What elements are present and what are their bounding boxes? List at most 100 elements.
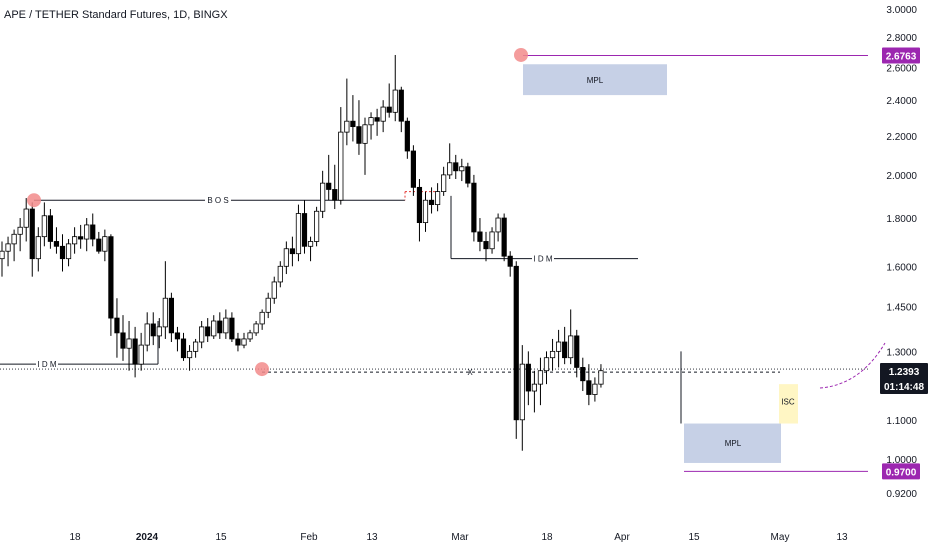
- candle: [186, 345, 193, 371]
- candle-body-up: [211, 320, 217, 337]
- candle-body-up: [362, 124, 368, 144]
- price-tag-label: 0.9700: [886, 467, 917, 478]
- candle: [180, 332, 187, 361]
- candle-body-up: [102, 236, 108, 252]
- candle-body-down: [53, 241, 60, 247]
- pivot-marker: [27, 193, 41, 208]
- time-tick-label: 13: [366, 532, 378, 543]
- candle: [374, 108, 380, 136]
- price-tag-bg: [882, 47, 920, 64]
- candle: [549, 338, 556, 371]
- price-tick-label: 1.8000: [886, 214, 917, 225]
- candle-body-down: [235, 338, 241, 346]
- candle: [489, 227, 495, 254]
- candle: [519, 345, 525, 451]
- candle-body-up: [447, 162, 453, 176]
- candle: [126, 320, 132, 371]
- candle-body-up: [17, 226, 23, 235]
- candle: [5, 236, 11, 267]
- candle-body-up: [459, 166, 465, 172]
- bos-label: B O S: [207, 196, 228, 205]
- price-tick-label: 1.4500: [886, 303, 917, 314]
- candle: [78, 224, 84, 249]
- price-axis[interactable]: 3.0000 2.8000 2.6000 2.4000 2.2000 2.0000 1.80…: [880, 5, 928, 500]
- time-tick-label: 2024: [136, 532, 159, 543]
- candle: [265, 292, 271, 319]
- candle-body-up: [35, 236, 41, 260]
- candle-body-up: [265, 297, 271, 313]
- projection-curve: [819, 342, 886, 389]
- candle: [295, 204, 302, 262]
- candle: [428, 187, 435, 214]
- candle-body-up: [441, 174, 447, 193]
- candle: [592, 377, 598, 402]
- pivot-marker: [514, 47, 528, 62]
- time-tick-label: Feb: [300, 532, 318, 543]
- candle-body-up: [519, 363, 525, 421]
- candle-body-up: [277, 265, 283, 283]
- plot-area: MPL MPL ISC B O S I D M I D M X: [0, 47, 886, 472]
- price-tag-bg: [882, 463, 920, 480]
- candle-body-up: [23, 208, 29, 228]
- candle-body-up: [247, 332, 253, 340]
- candle-body-up: [531, 383, 538, 392]
- candle: [392, 54, 398, 122]
- candle: [289, 236, 296, 267]
- candle-body-up: [549, 350, 556, 359]
- candle: [568, 309, 574, 365]
- candle: [404, 117, 410, 159]
- candle-body-up: [0, 250, 5, 260]
- candle: [84, 218, 90, 252]
- candle: [453, 154, 459, 179]
- price-tick-label: 1.0000: [886, 455, 917, 466]
- candle: [338, 107, 344, 205]
- candle-body-down: [356, 126, 362, 144]
- candle: [471, 174, 477, 242]
- price-tag-label: 2.6763: [886, 52, 917, 63]
- price-tick-label: 0.9200: [886, 489, 917, 500]
- candle-body-down: [453, 162, 459, 172]
- candle-body-up: [138, 344, 144, 365]
- candle: [168, 292, 174, 343]
- candle-body-up: [259, 311, 265, 325]
- candle: [277, 261, 283, 288]
- candle: [313, 206, 320, 247]
- candle: [108, 234, 114, 336]
- candle: [11, 229, 17, 262]
- candle: [332, 164, 338, 210]
- candle-body-down: [289, 248, 296, 255]
- time-tick-label: Apr: [614, 532, 630, 543]
- candle-body-up: [11, 233, 17, 245]
- candle: [114, 298, 120, 358]
- candle: [217, 312, 223, 339]
- mpl-zone-upper: [523, 64, 667, 96]
- candle: [307, 236, 314, 262]
- candle-body-down: [374, 117, 380, 122]
- candle: [398, 86, 404, 133]
- candle-body-down: [574, 335, 580, 368]
- candle-body-down: [90, 224, 96, 240]
- time-tick-label: 15: [688, 532, 700, 543]
- candle: [192, 338, 199, 358]
- candle: [29, 202, 35, 277]
- candle-body-up: [295, 213, 302, 255]
- chart-title: APE / TETHER Standard Futures, 1D, BINGX: [4, 9, 228, 21]
- candle: [380, 100, 386, 133]
- candle: [356, 100, 362, 155]
- time-tick-label: 18: [69, 532, 81, 543]
- candle-body-up: [271, 281, 277, 299]
- candle: [320, 170, 326, 219]
- candle: [223, 309, 229, 339]
- candle-body-down: [477, 231, 483, 242]
- candle: [253, 320, 259, 336]
- candle-body-up: [162, 297, 168, 328]
- candle-body-up: [598, 370, 604, 385]
- candle: [326, 154, 332, 201]
- candle: [350, 95, 356, 142]
- candle: [211, 315, 217, 339]
- candle: [447, 143, 453, 179]
- time-axis[interactable]: 18 2024 15 Feb 13 Mar 18 Apr 15 May 13: [69, 532, 848, 543]
- candle: [229, 312, 235, 343]
- time-tick-label: 15: [215, 532, 227, 543]
